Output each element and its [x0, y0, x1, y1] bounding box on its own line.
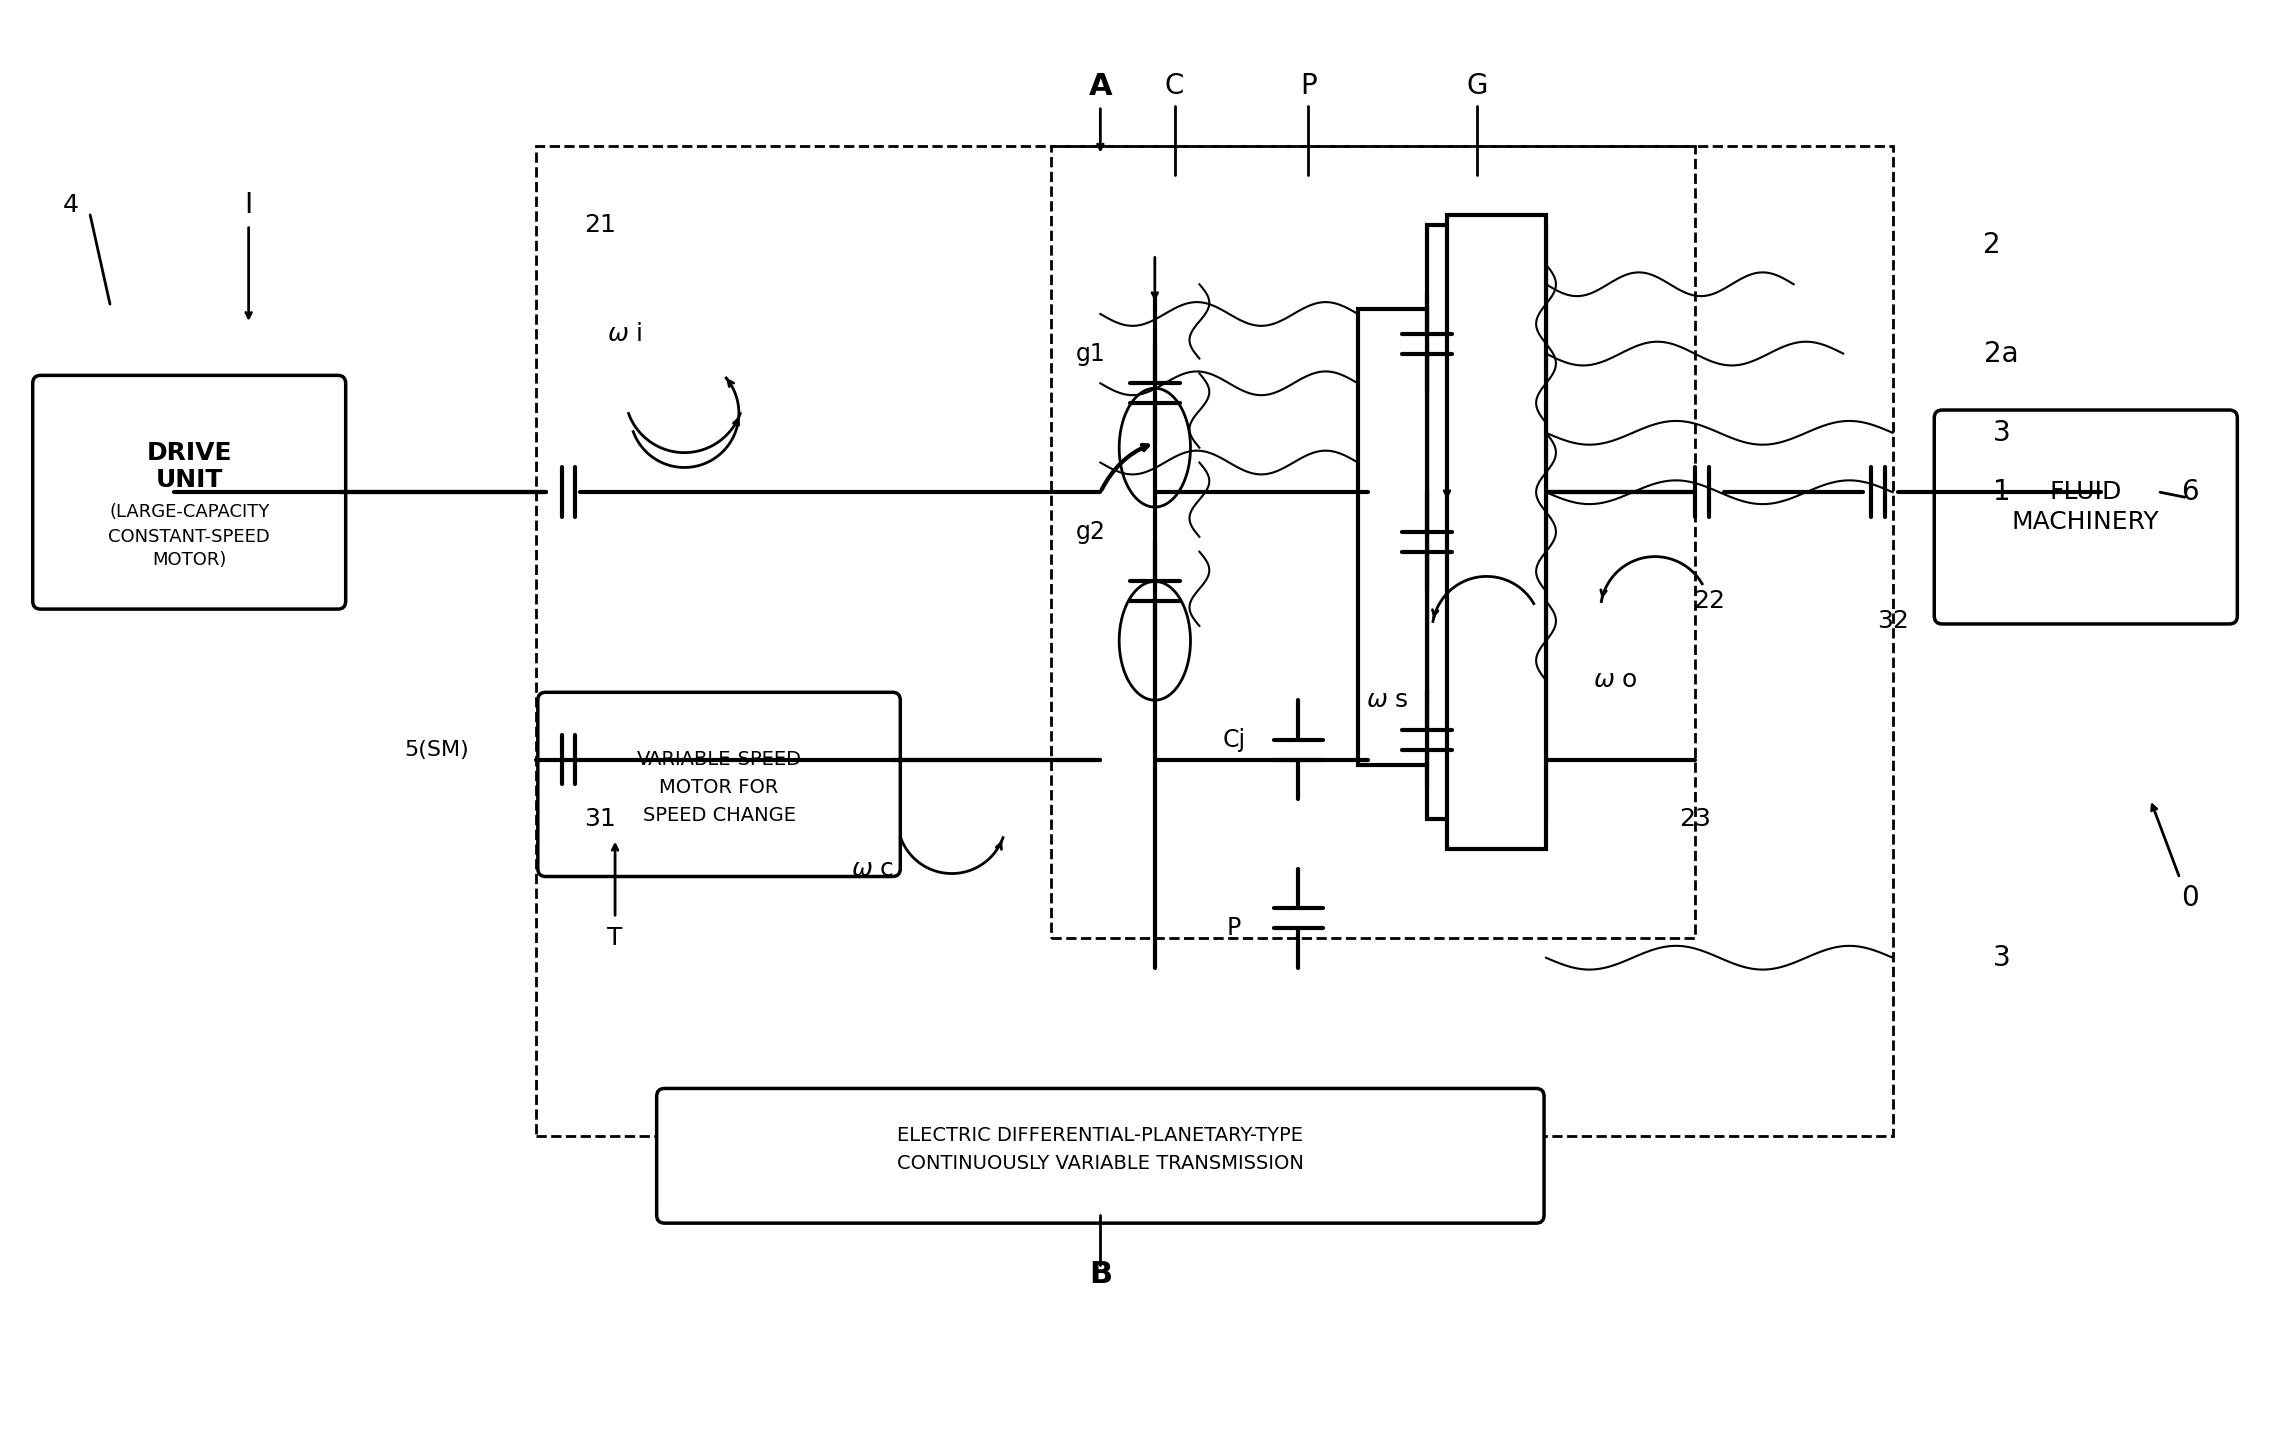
Text: 21: 21 — [585, 212, 617, 237]
Text: 3: 3 — [1993, 419, 2011, 447]
Text: I: I — [243, 191, 253, 220]
FancyBboxPatch shape — [537, 692, 901, 877]
Text: ELECTRIC DIFFERENTIAL-PLANETARY-TYPE: ELECTRIC DIFFERENTIAL-PLANETARY-TYPE — [896, 1127, 1304, 1146]
Text: 2a: 2a — [1984, 340, 2018, 367]
Text: G: G — [1465, 72, 1488, 100]
Text: g2: g2 — [1076, 520, 1106, 543]
Text: B: B — [1090, 1260, 1112, 1289]
Text: P: P — [1299, 72, 1317, 100]
Text: VARIABLE-SPEED: VARIABLE-SPEED — [637, 750, 801, 769]
Text: MOTOR): MOTOR) — [152, 551, 228, 568]
Text: g1: g1 — [1076, 341, 1106, 366]
Text: 4: 4 — [61, 194, 77, 217]
Text: 6: 6 — [2182, 478, 2198, 506]
Bar — [1447, 215, 1547, 848]
Text: $\omega$ c: $\omega$ c — [851, 857, 894, 880]
Text: 3: 3 — [1993, 944, 2011, 971]
Text: MOTOR FOR: MOTOR FOR — [660, 777, 778, 796]
Text: 22: 22 — [1693, 590, 1724, 613]
FancyBboxPatch shape — [1934, 410, 2236, 624]
Text: CONSTANT-SPEED: CONSTANT-SPEED — [109, 527, 271, 546]
Text: A: A — [1087, 72, 1112, 101]
Text: (LARGE-CAPACITY: (LARGE-CAPACITY — [109, 503, 268, 522]
Text: 0: 0 — [2182, 884, 2198, 912]
Bar — [1358, 309, 1426, 764]
Text: $\omega$ o: $\omega$ o — [1592, 669, 1638, 692]
Text: 31: 31 — [585, 808, 617, 831]
Text: $\omega$ s: $\omega$ s — [1367, 688, 1408, 712]
Text: UNIT: UNIT — [155, 468, 223, 493]
Text: DRIVE: DRIVE — [146, 441, 232, 465]
Text: $\omega$ i: $\omega$ i — [607, 322, 644, 345]
Text: C: C — [1165, 72, 1185, 100]
Bar — [1051, 146, 1695, 938]
Text: 23: 23 — [1679, 808, 1711, 831]
Text: FLUID: FLUID — [2050, 480, 2123, 504]
Text: 1: 1 — [1993, 478, 2011, 506]
Text: 5(SM): 5(SM) — [405, 740, 469, 760]
Bar — [1367, 344, 1426, 701]
Bar — [1426, 225, 1547, 819]
Text: CONTINUOUSLY VARIABLE TRANSMISSION: CONTINUOUSLY VARIABLE TRANSMISSION — [896, 1155, 1304, 1173]
FancyBboxPatch shape — [657, 1088, 1545, 1222]
Text: 32: 32 — [1877, 608, 1909, 633]
Text: SPEED CHANGE: SPEED CHANGE — [642, 806, 796, 825]
Text: 2: 2 — [1984, 231, 2000, 259]
FancyBboxPatch shape — [32, 376, 346, 610]
Bar — [537, 146, 1893, 1136]
Text: P: P — [1226, 916, 1242, 941]
Text: T: T — [607, 926, 623, 949]
Text: MACHINERY: MACHINERY — [2011, 510, 2159, 535]
Text: Cj: Cj — [1222, 728, 1247, 751]
